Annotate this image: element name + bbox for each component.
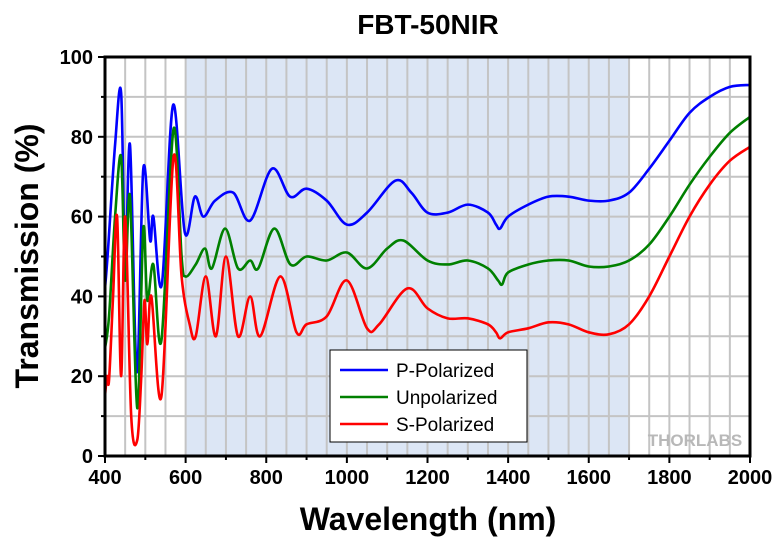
x-tick-label: 1400	[486, 467, 531, 489]
thorlabs-watermark: THORLABS	[648, 431, 742, 450]
series-line-unpolarized	[105, 115, 750, 410]
x-tick-label: 800	[250, 467, 283, 489]
chart-title: FBT-50NIR	[357, 9, 499, 40]
x-axis-label: Wavelength (nm)	[300, 501, 557, 537]
axis-ticks: 400 600 800 1000 1200 1400 1600 1800 2000 0 20 40 60…	[60, 47, 773, 489]
y-tick-label: 20	[71, 366, 93, 388]
x-tick-label: 1000	[325, 467, 370, 489]
x-tick-label: 1200	[405, 467, 450, 489]
legend-label: P-Polarized	[396, 361, 494, 382]
y-tick-label: 0	[82, 446, 93, 468]
y-tick-label: 40	[71, 286, 93, 308]
series-line-s-polarized	[105, 145, 750, 447]
y-tick-label: 80	[71, 127, 93, 149]
y-tick-label: 100	[60, 47, 93, 69]
y-axis-label: Transmission (%)	[9, 124, 45, 389]
x-tick-label: 600	[169, 467, 202, 489]
legend-label: S-Polarized	[396, 415, 494, 436]
y-tick-label: 60	[71, 207, 93, 229]
x-tick-label: 1600	[567, 467, 612, 489]
legend: P-Polarized Unpolarized S-Polarized	[329, 349, 528, 443]
legend-label: Unpolarized	[396, 388, 497, 409]
series-lines	[105, 83, 750, 447]
x-tick-label: 1800	[647, 467, 692, 489]
x-tick-label: 400	[88, 467, 121, 489]
x-tick-label: 2000	[728, 467, 773, 489]
